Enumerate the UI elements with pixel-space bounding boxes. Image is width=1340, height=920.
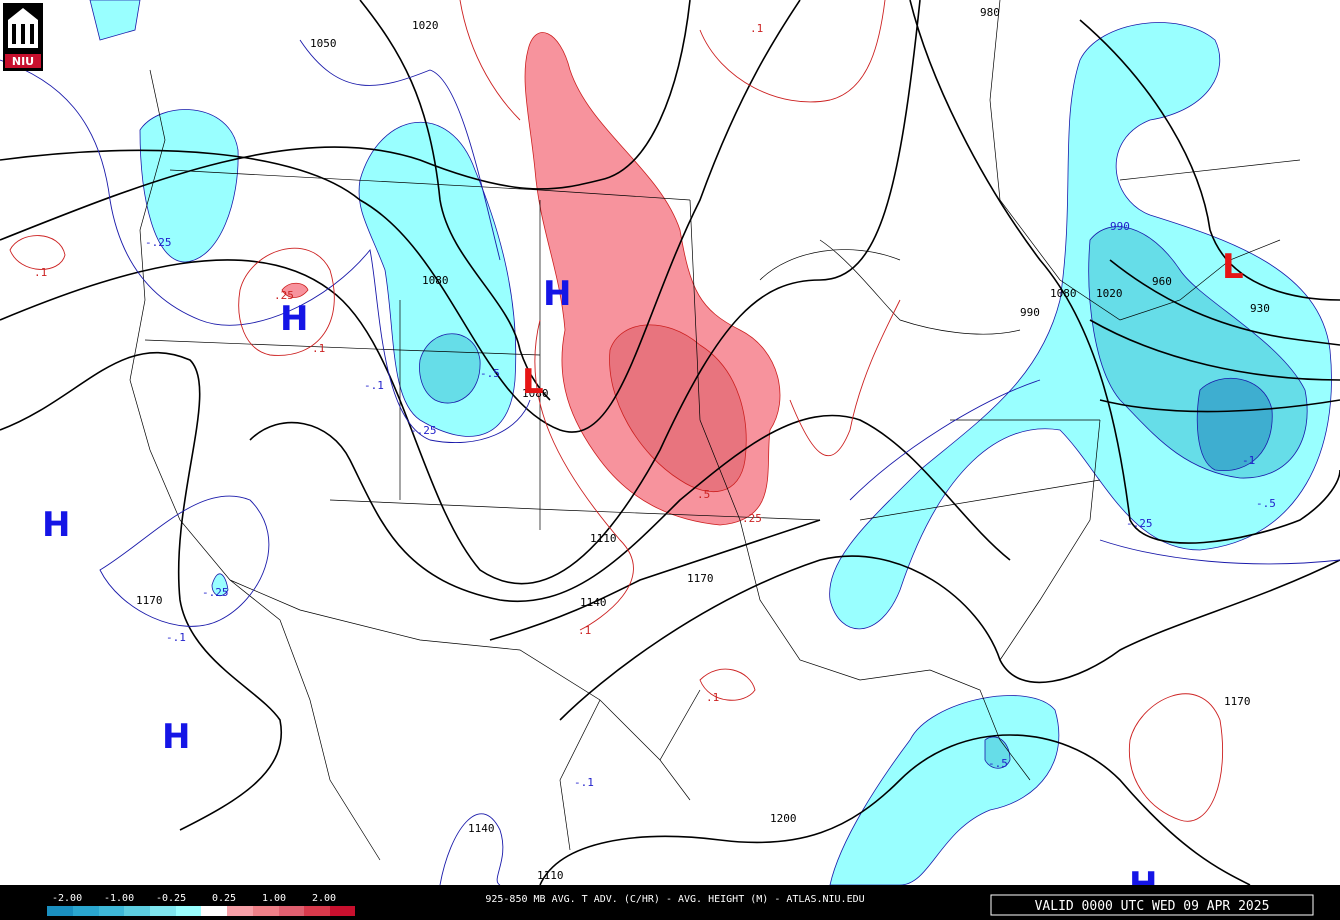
label: .1 xyxy=(312,342,325,355)
label: .1 xyxy=(750,22,763,35)
high: H xyxy=(162,717,190,757)
label: 1020 xyxy=(412,19,439,32)
logo-text: NIU xyxy=(12,55,34,68)
label: -.25 xyxy=(202,586,229,599)
legend-tick: -1.00 xyxy=(104,893,134,904)
label: .1 xyxy=(706,691,719,704)
label: .1 xyxy=(578,624,591,637)
low: L xyxy=(522,362,544,402)
label: 1200 xyxy=(770,812,797,825)
label: 1140 xyxy=(468,822,495,835)
label: -.1 xyxy=(166,631,186,644)
advection-contours xyxy=(0,0,1340,886)
label: -.5 xyxy=(988,757,1008,770)
valid-box xyxy=(990,894,1314,916)
label: -.5 xyxy=(480,367,500,380)
label: 1050 xyxy=(310,37,337,50)
label: 960 xyxy=(1152,275,1172,288)
label: .25 xyxy=(742,512,762,525)
label: -.25 xyxy=(1126,517,1153,530)
label: -1 xyxy=(1242,454,1255,467)
legend-tick: 0.25 xyxy=(212,893,236,904)
label: .1 xyxy=(34,266,47,279)
label: -.25 xyxy=(145,236,172,249)
legend-tick: -0.25 xyxy=(156,893,186,904)
label: .25 xyxy=(274,289,294,302)
strong-cold-advection xyxy=(419,226,1308,769)
label: -.5 xyxy=(1256,497,1276,510)
logo: NIU xyxy=(3,3,43,71)
label: 1080 xyxy=(1050,287,1077,300)
label: 1170 xyxy=(1224,695,1251,708)
label: 1080 xyxy=(422,274,449,287)
legend-tick: 2.00 xyxy=(312,893,336,904)
legend-tick: -2.00 xyxy=(52,893,82,904)
label: 1020 xyxy=(1096,287,1123,300)
label: 1140 xyxy=(580,596,607,609)
label: -.1 xyxy=(574,776,594,789)
high: H xyxy=(280,299,308,339)
map-title: 925-850 MB AVG. T ADV. (C/HR) - AVG. HEI… xyxy=(485,894,864,905)
label: 1110 xyxy=(590,532,617,545)
label: 1170 xyxy=(687,572,714,585)
label: .5 xyxy=(697,488,710,501)
label: 930 xyxy=(1250,302,1270,315)
contour-labels: 1050 1020 .1 980 .1 -.25 .25 .1 1080 -.5… xyxy=(34,6,1276,882)
label: 1170 xyxy=(136,594,163,607)
legend-tick: 1.00 xyxy=(262,893,286,904)
low: L xyxy=(1222,247,1244,287)
label: 980 xyxy=(980,6,1000,19)
high: H xyxy=(42,505,70,545)
label: 1110 xyxy=(537,869,564,882)
pressure-centers: H L H H H L H xyxy=(42,247,1244,905)
color-legend: -2.00 -1.00 -0.25 0.25 1.00 2.00 xyxy=(47,893,355,916)
label: 1080 xyxy=(522,387,549,400)
label: -.25 xyxy=(410,424,437,437)
high: H xyxy=(543,274,571,314)
height-contours xyxy=(0,0,1340,886)
label: 990 xyxy=(1110,220,1130,233)
label: -.1 xyxy=(364,379,384,392)
label: 990 xyxy=(1020,306,1040,319)
valid-time: VALID 0000 UTC WED 09 APR 2025 xyxy=(1035,899,1270,914)
